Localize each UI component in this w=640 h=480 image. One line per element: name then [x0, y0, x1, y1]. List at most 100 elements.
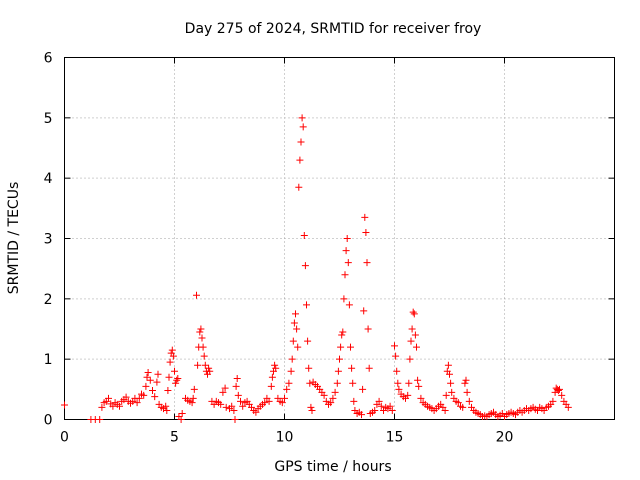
data-point [463, 388, 471, 396]
data-point [564, 403, 572, 411]
data-point [327, 399, 335, 407]
data-point [234, 391, 242, 399]
data-point [197, 325, 205, 333]
data-point [409, 308, 417, 316]
data-point [228, 402, 236, 410]
data-point [338, 331, 346, 339]
data-point [278, 399, 286, 407]
data-point [295, 183, 303, 191]
data-point [462, 376, 470, 384]
data-point [333, 379, 341, 387]
data-point [199, 343, 207, 351]
data-point [336, 355, 343, 363]
data-point [142, 382, 150, 390]
x-tick-label: 15 [386, 430, 404, 446]
data-point [168, 346, 176, 354]
data-point [96, 416, 104, 423]
data-point [149, 387, 156, 395]
data-point [320, 391, 328, 399]
data-point [287, 367, 295, 375]
y-tick-label: 5 [44, 111, 53, 127]
data-point [288, 355, 296, 363]
data-point [116, 402, 123, 410]
data-point [554, 387, 562, 395]
data-point [171, 367, 178, 375]
data-point [289, 337, 297, 345]
grid [64, 57, 615, 420]
data-point [444, 361, 452, 369]
data-point [308, 406, 316, 414]
data-point [189, 394, 197, 402]
y-tick-label: 3 [44, 232, 53, 248]
data-point [237, 397, 244, 405]
data-point [350, 397, 358, 405]
data-point [290, 319, 298, 327]
data-point [362, 228, 370, 236]
data-point [164, 387, 172, 395]
data-point [265, 397, 273, 405]
data-point [151, 393, 159, 401]
data-point [98, 403, 106, 411]
data-point [267, 382, 275, 390]
x-axis-label: GPS time / hours [274, 459, 391, 475]
data-point [153, 378, 161, 386]
data-point [268, 373, 276, 381]
data-point [361, 213, 369, 221]
data-point [407, 337, 415, 345]
data-point [305, 364, 313, 372]
data-point [193, 291, 200, 299]
data-point [190, 385, 198, 393]
data-point [299, 123, 307, 131]
y-tick-label: 4 [44, 171, 53, 187]
data-point [293, 325, 301, 333]
data-point [345, 301, 353, 309]
data-point [222, 403, 230, 411]
data-point [358, 411, 365, 419]
data-points [61, 114, 572, 423]
data-point [459, 403, 467, 411]
data-point [375, 397, 383, 405]
data-point [393, 367, 401, 375]
data-point [177, 416, 185, 423]
data-point [188, 399, 196, 407]
data-point [410, 310, 418, 318]
data-point [296, 156, 304, 164]
data-point [408, 325, 416, 333]
data-point [303, 301, 310, 309]
data-point [219, 388, 227, 396]
data-point [365, 364, 373, 372]
data-point [292, 310, 299, 318]
data-point [230, 406, 238, 414]
data-point [342, 247, 350, 255]
data-point [549, 397, 557, 405]
data-point [447, 379, 455, 387]
data-point [404, 391, 412, 399]
data-point [417, 394, 425, 402]
data-point [406, 355, 414, 363]
y-tick-label: 1 [44, 352, 53, 368]
y-tick-label: 6 [44, 51, 53, 67]
data-point [165, 373, 173, 381]
data-point [349, 379, 357, 387]
x-tick-label: 10 [276, 430, 294, 446]
data-point [442, 391, 450, 399]
x-tick-label: 5 [170, 430, 179, 446]
data-point [411, 331, 419, 339]
data-point [271, 361, 279, 369]
data-point [217, 400, 225, 408]
data-point [340, 295, 348, 303]
data-point [173, 376, 181, 384]
data-point [307, 403, 315, 411]
data-point [461, 379, 469, 387]
data-point [331, 388, 339, 396]
data-point [329, 394, 337, 402]
data-point [154, 370, 162, 378]
data-point [301, 262, 309, 270]
data-point [306, 379, 314, 387]
data-point [261, 399, 269, 407]
data-point [446, 370, 453, 378]
data-point [359, 385, 367, 393]
data-point [465, 397, 473, 405]
data-point [205, 364, 213, 372]
data-point [405, 379, 413, 387]
